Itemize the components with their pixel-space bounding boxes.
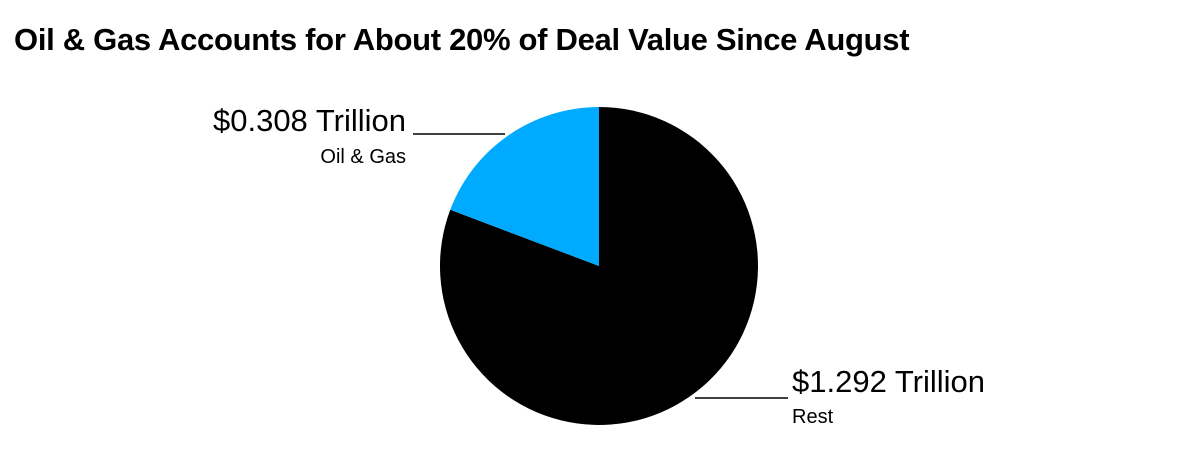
pie-slice-oil-gas bbox=[450, 107, 599, 266]
pie-slice-rest bbox=[439, 107, 758, 425]
label-value-rest: $1.292 Trillion bbox=[792, 364, 985, 399]
chart-title: Oil & Gas Accounts for About 20% of Deal… bbox=[14, 22, 910, 57]
label-value-oil-gas: $0.308 Trillion bbox=[213, 103, 406, 138]
label-name-oil-gas: Oil & Gas bbox=[320, 146, 406, 168]
label-name-rest: Rest bbox=[792, 406, 834, 428]
